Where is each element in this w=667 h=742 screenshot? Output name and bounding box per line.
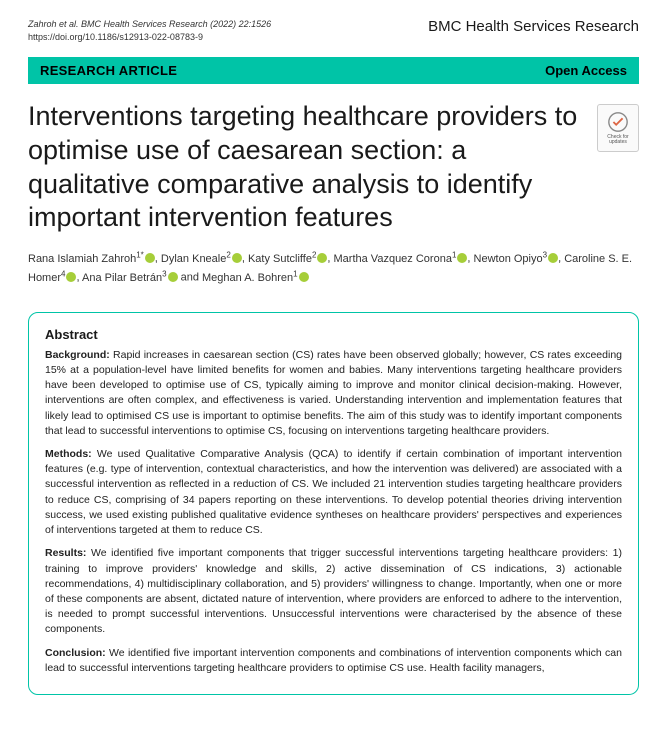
article-page: Zahroh et al. BMC Health Services Resear… <box>0 0 667 695</box>
crossmark-icon <box>607 111 629 133</box>
abstract-section-text: We identified five important interventio… <box>45 647 622 674</box>
orcid-icon[interactable] <box>232 253 242 263</box>
orcid-icon[interactable] <box>299 272 309 282</box>
author: Rana Islamiah Zahroh1* <box>28 253 155 265</box>
doi-link[interactable]: https://doi.org/10.1186/s12913-022-08783… <box>28 31 271 44</box>
orcid-icon[interactable] <box>168 272 178 282</box>
abstract-section: Results: We identified five important co… <box>45 546 622 637</box>
title-block: Interventions targeting healthcare provi… <box>28 100 639 235</box>
orcid-icon[interactable] <box>548 253 558 263</box>
abstract-section-label: Results: <box>45 547 91 559</box>
abstract-section-text: We identified five important components … <box>45 547 622 635</box>
abstract-section-label: Conclusion: <box>45 647 109 659</box>
abstract-section-label: Methods: <box>45 448 97 460</box>
article-title: Interventions targeting healthcare provi… <box>28 100 639 235</box>
open-access-label: Open Access <box>545 63 627 78</box>
orcid-icon[interactable] <box>457 253 467 263</box>
author: Meghan A. Bohren1 <box>202 272 309 284</box>
abstract-section: Conclusion: We identified five important… <box>45 646 622 676</box>
page-header: Zahroh et al. BMC Health Services Resear… <box>28 18 639 43</box>
orcid-icon[interactable] <box>66 272 76 282</box>
article-type-banner: RESEARCH ARTICLE Open Access <box>28 57 639 84</box>
author: Martha Vazquez Corona1 <box>334 253 468 265</box>
journal-name: BMC Health Services Research <box>428 18 639 35</box>
check-for-updates-button[interactable]: Check for updates <box>597 104 639 152</box>
author: Katy Sutcliffe2 <box>248 253 327 265</box>
abstract-box: Abstract Background: Rapid increases in … <box>28 312 639 695</box>
citation-line: Zahroh et al. BMC Health Services Resear… <box>28 18 271 31</box>
author: Ana Pilar Betrán3 <box>82 272 178 284</box>
abstract-heading: Abstract <box>45 327 622 342</box>
abstract-section: Background: Rapid increases in caesarean… <box>45 348 622 439</box>
citation-block: Zahroh et al. BMC Health Services Resear… <box>28 18 271 43</box>
author: Dylan Kneale2 <box>161 253 242 265</box>
check-updates-label: Check for updates <box>598 135 638 146</box>
abstract-section: Methods: We used Qualitative Comparative… <box>45 447 622 538</box>
abstract-section-text: Rapid increases in caesarean section (CS… <box>45 349 622 437</box>
author: Newton Opiyo3 <box>474 253 559 265</box>
abstract-section-text: We used Qualitative Comparative Analysis… <box>45 448 622 536</box>
abstract-section-label: Background: <box>45 349 113 361</box>
article-type-label: RESEARCH ARTICLE <box>40 63 177 78</box>
authors-list: Rana Islamiah Zahroh1*, Dylan Kneale2, K… <box>28 249 639 288</box>
orcid-icon[interactable] <box>145 253 155 263</box>
orcid-icon[interactable] <box>317 253 327 263</box>
